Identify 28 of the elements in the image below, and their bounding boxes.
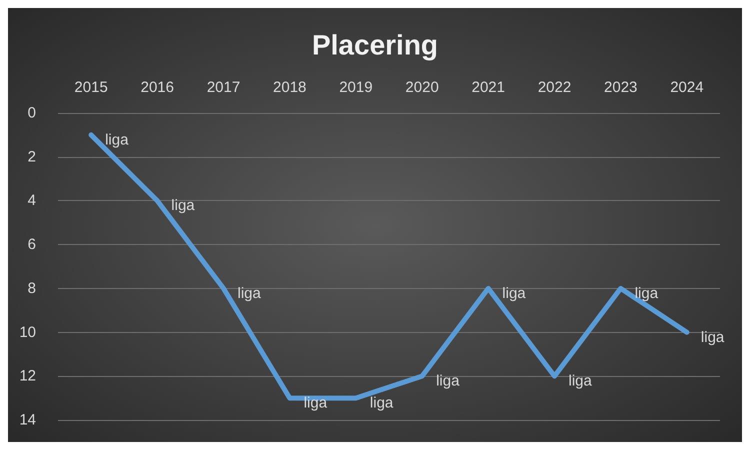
- y-tick-label: 12: [19, 368, 36, 385]
- data-label: liga: [171, 197, 196, 214]
- data-label: liga: [568, 372, 593, 390]
- data-label: liga: [502, 284, 526, 302]
- data-label: liga: [634, 284, 659, 302]
- y-tick-label: 0: [28, 104, 36, 122]
- y-tick-label: 2: [28, 148, 36, 166]
- x-tick-label: 2015: [74, 79, 108, 96]
- chart-title: Placering: [312, 30, 438, 60]
- y-tick-label: 6: [28, 236, 36, 254]
- x-tick-label: 2018: [273, 79, 306, 96]
- data-label: liga: [700, 328, 725, 346]
- data-label: liga: [370, 394, 394, 412]
- x-tick-label: 2023: [604, 79, 638, 96]
- data-label: liga: [238, 284, 262, 302]
- x-tick-label: 2022: [538, 79, 572, 96]
- x-tick-label: 2017: [206, 79, 240, 96]
- x-tick-label: 2016: [140, 79, 174, 96]
- x-tick-label: 2019: [339, 79, 373, 96]
- y-tick-label: 4: [28, 192, 36, 210]
- y-tick-label: 8: [28, 280, 36, 297]
- x-tick-label: 2020: [405, 79, 439, 96]
- y-tick-label: 14: [19, 412, 36, 428]
- data-label: liga: [105, 131, 130, 148]
- y-tick-label: 10: [19, 324, 36, 341]
- x-tick-label: 2024: [670, 79, 704, 96]
- data-label: liga: [436, 372, 460, 390]
- x-tick-label: 2021: [472, 79, 505, 96]
